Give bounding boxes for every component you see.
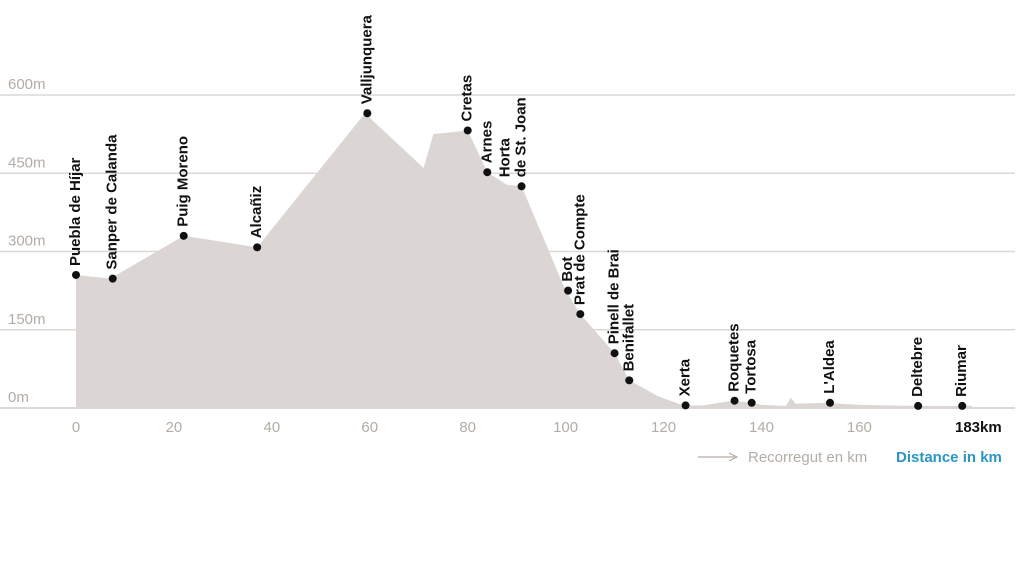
place-marker	[681, 401, 690, 410]
place-label: Deltebre	[909, 337, 926, 397]
legend-right-text: Distance in km	[896, 449, 1002, 466]
x-tick-label: 160	[847, 419, 872, 436]
x-tick-label: 120	[651, 419, 676, 436]
x-tick-label: 80	[459, 419, 476, 436]
y-tick-label: 0m	[8, 389, 29, 406]
place-label: Sanper de Calanda	[104, 134, 121, 270]
y-tick-label: 150m	[8, 311, 46, 328]
place-markers	[72, 109, 967, 410]
x-tick-label: 40	[264, 419, 281, 436]
place-marker	[610, 349, 619, 358]
place-marker	[463, 126, 472, 135]
y-tick-label: 300m	[8, 233, 46, 250]
place-marker	[363, 109, 372, 118]
elevation-area	[76, 113, 972, 409]
place-label: Hortade St. Joan	[497, 97, 530, 177]
x-axis-ticks: 0 20 40 60 80 100 120 140 160	[72, 419, 872, 436]
y-axis-ticks: 0m 150m 300m 450m 600m	[8, 76, 46, 406]
place-label: Valljunquera	[358, 14, 375, 104]
place-label: Xerta	[677, 358, 694, 396]
y-tick-label: 600m	[8, 76, 46, 93]
place-marker	[576, 310, 585, 319]
x-tick-label: 100	[553, 419, 578, 436]
place-marker	[914, 401, 923, 410]
y-tick-label: 450m	[8, 154, 46, 171]
place-label: Tortosa	[743, 339, 760, 394]
place-label: L'Aldea	[821, 340, 838, 394]
place-marker	[483, 168, 492, 177]
x-tick-label: 140	[749, 419, 774, 436]
place-label: Cretas	[459, 75, 476, 122]
place-label: Arnes	[478, 121, 495, 164]
place-marker	[253, 243, 262, 252]
place-label: Bot	[559, 257, 576, 282]
x-tick-label: 20	[166, 419, 183, 436]
place-marker	[958, 401, 967, 410]
place-marker	[72, 270, 80, 279]
place-label: Benifallet	[620, 304, 637, 372]
place-marker	[564, 286, 573, 295]
place-label: Prat de Compte	[571, 194, 588, 305]
place-label: Riumar	[953, 345, 970, 397]
place-marker	[747, 398, 756, 407]
legend: Recorregut en km Distance in km	[698, 449, 1002, 466]
legend-arrow-head-icon	[728, 452, 739, 462]
place-label: Roquetes	[726, 323, 743, 391]
x-tick-label: 0	[72, 419, 80, 436]
end-distance-label: 183km	[955, 419, 1002, 436]
place-marker	[730, 396, 739, 405]
place-marker	[625, 376, 634, 385]
place-label: Pinell de Brai	[606, 249, 623, 344]
place-label: Alcañiz	[248, 186, 265, 239]
place-marker	[826, 398, 835, 407]
place-marker	[517, 182, 526, 191]
place-marker	[179, 231, 188, 240]
place-label: Puig Moreno	[175, 136, 192, 227]
place-marker	[108, 274, 117, 283]
place-label: Puebla de Híjar	[67, 157, 84, 266]
x-tick-label: 60	[361, 419, 378, 436]
legend-left-text: Recorregut en km	[748, 449, 867, 466]
place-labels: Puebla de Híjar Sanper de Calanda Puig Mor…	[67, 14, 970, 396]
